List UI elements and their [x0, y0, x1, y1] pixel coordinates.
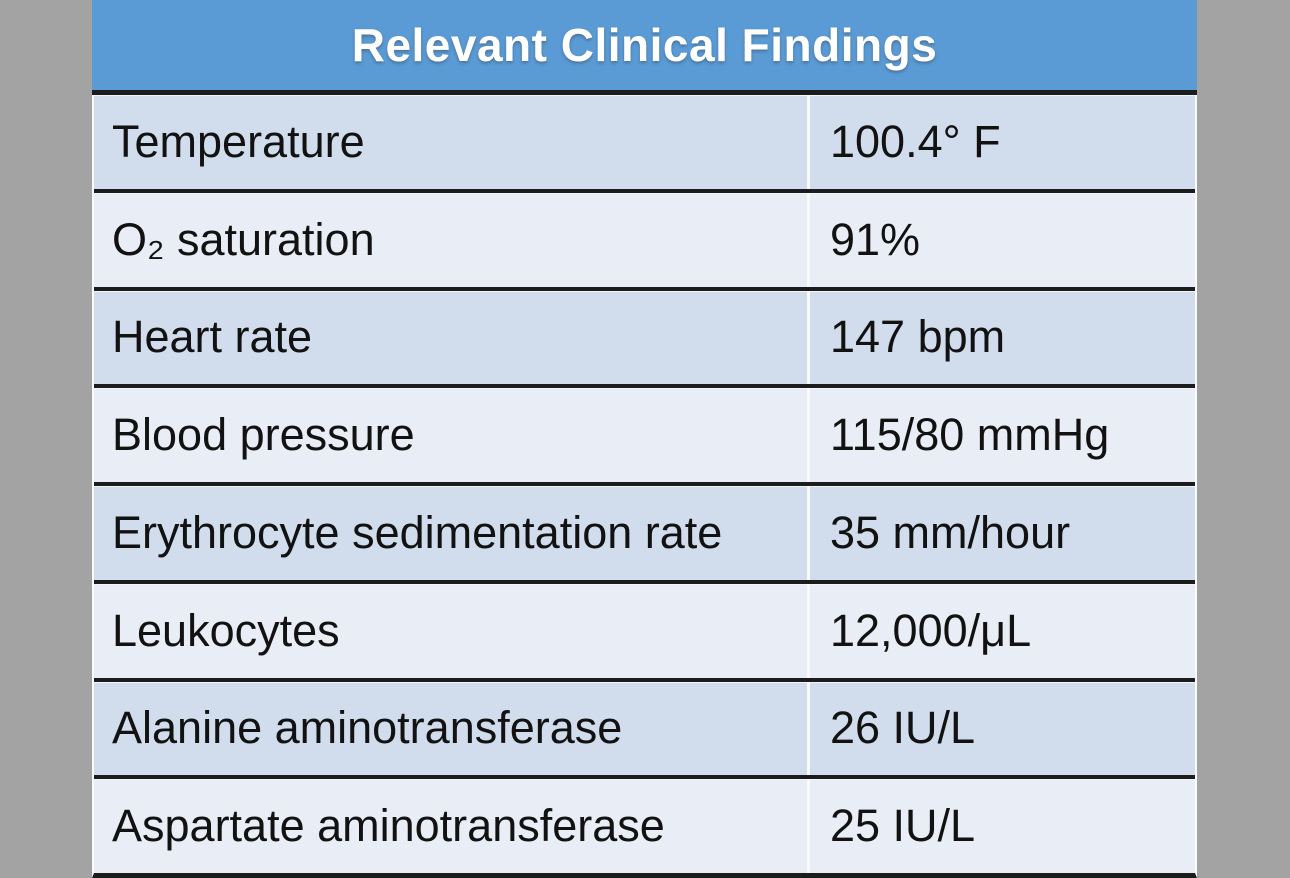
table-header: Relevant Clinical Findings: [92, 0, 1197, 95]
finding-label: Erythrocyte sedimentation rate: [94, 486, 810, 580]
finding-label: Temperature: [94, 95, 810, 189]
table-row-heart-rate: Heart rate 147 bpm: [94, 286, 1195, 385]
finding-value: 35 mm/hour: [830, 506, 1071, 558]
finding-value: 25 IU/L: [830, 800, 976, 852]
table-title: Relevant Clinical Findings: [351, 19, 938, 71]
table-row-alt: Alanine aminotransferase 26 IU/L: [94, 677, 1195, 776]
finding-label: Leukocytes: [94, 583, 810, 678]
finding-value: 100.4° F: [830, 115, 1001, 167]
finding-label: O₂ saturation: [94, 192, 810, 287]
table-row-o2-saturation: O₂ saturation 91%: [94, 188, 1195, 287]
finding-label: Heart rate: [94, 290, 810, 385]
finding-value: 147 bpm: [830, 311, 1006, 363]
table-body: Temperature 100.4° F O₂ saturation 91% H…: [92, 95, 1197, 878]
table-row-blood-pressure: Blood pressure 115/80 mmHg: [94, 384, 1195, 482]
table-row-temperature: Temperature 100.4° F: [94, 95, 1195, 189]
finding-value: 91%: [830, 213, 921, 265]
clinical-findings-table: Relevant Clinical Findings Temperature 1…: [92, 0, 1197, 878]
finding-label: Blood pressure: [94, 388, 810, 482]
table-row-leukocytes: Leukocytes 12,000/μL: [94, 579, 1195, 678]
finding-value: 26 IU/L: [830, 702, 976, 754]
finding-value: 115/80 mmHg: [830, 409, 1110, 461]
table-row-ast: Aspartate aminotransferase 25 IU/L: [94, 775, 1195, 873]
finding-label: Alanine aminotransferase: [94, 681, 810, 776]
table-row-esr: Erythrocyte sedimentation rate 35 mm/hou…: [94, 482, 1195, 580]
finding-label: Aspartate aminotransferase: [94, 779, 810, 873]
finding-value: 12,000/μL: [830, 604, 1032, 656]
